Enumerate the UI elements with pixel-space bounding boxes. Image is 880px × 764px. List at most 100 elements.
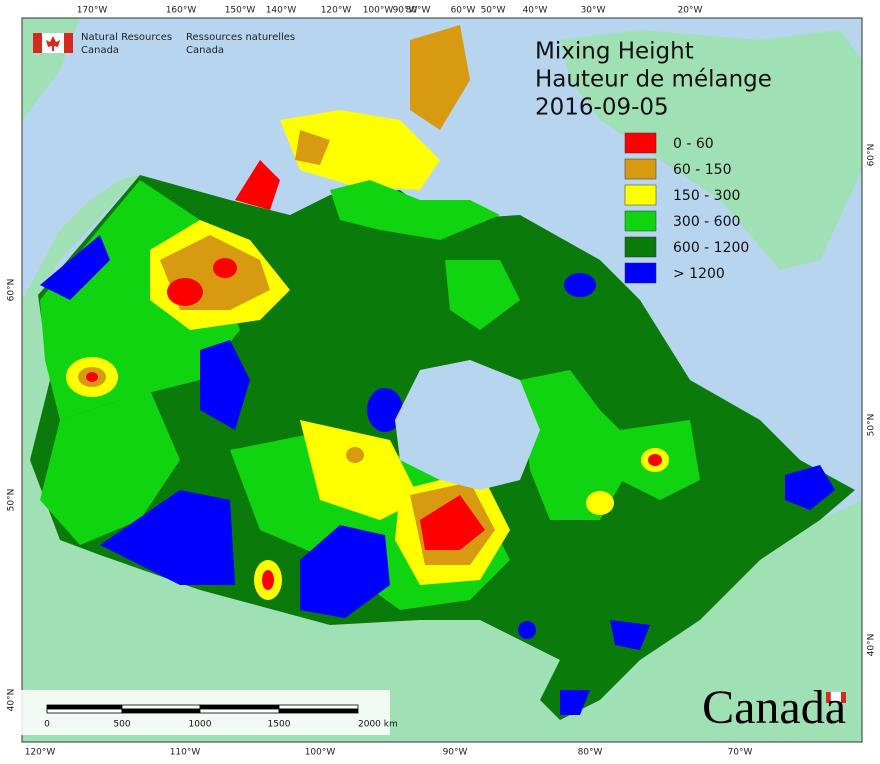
zone xyxy=(520,370,640,520)
zone xyxy=(586,491,614,515)
lon-label: 70°W xyxy=(728,748,753,758)
lat-label: 60°N xyxy=(7,279,17,302)
legend-label: 600 - 1200 xyxy=(673,240,749,256)
scale-label: 1500 xyxy=(268,720,291,730)
lon-label: 150°W xyxy=(225,6,256,16)
scale-label: 2000 km xyxy=(358,720,398,730)
lon-label: 160°W xyxy=(166,6,197,16)
zone xyxy=(610,620,650,650)
org-fr: Ressources naturelles xyxy=(186,32,295,43)
usa-land xyxy=(22,175,862,742)
lon-label: 50°W xyxy=(481,6,506,16)
legend-label: 0 - 60 xyxy=(673,136,714,152)
zone xyxy=(86,372,98,382)
org-logo: Natural Resources Canada Ressources natu… xyxy=(33,32,295,56)
island xyxy=(295,130,330,165)
greenland xyxy=(560,30,862,270)
legend-swatch xyxy=(624,236,657,258)
zone xyxy=(40,235,110,300)
lat-label: 60°N xyxy=(867,144,877,167)
zone xyxy=(213,258,237,278)
lat-label: 40°N xyxy=(7,689,17,712)
zone xyxy=(420,495,485,550)
scale-segment xyxy=(278,708,359,714)
zone xyxy=(100,490,235,585)
legend-swatch xyxy=(624,210,657,232)
lon-label: 100°W xyxy=(363,6,394,16)
map-frame xyxy=(21,17,863,743)
lat-label: 40°N xyxy=(867,634,877,657)
scale-segment xyxy=(121,704,201,710)
wordmark-text: Canada xyxy=(702,681,846,734)
flag-bar xyxy=(841,692,846,703)
zone xyxy=(564,273,596,297)
legend-label: 60 - 150 xyxy=(673,162,732,178)
org-en: Natural Resources xyxy=(81,32,172,43)
zone xyxy=(262,570,274,590)
scale-segment xyxy=(46,708,123,714)
zone xyxy=(648,454,662,466)
lon-label: 90°W xyxy=(393,6,418,16)
frame-border xyxy=(21,17,863,743)
island xyxy=(330,180,500,240)
island xyxy=(235,160,280,210)
hudson-bay xyxy=(395,360,540,490)
title-line: 2016-09-05 xyxy=(535,95,669,121)
maple-leaf xyxy=(46,36,60,51)
island xyxy=(280,110,440,190)
title-line: Mixing Height xyxy=(535,39,694,65)
graticule-labels: 170°W 160°W 150°W 140°W 120°W 100°W 90°W80°W 60… xyxy=(7,6,877,758)
zone xyxy=(167,278,203,306)
lon-label: 40°W xyxy=(523,6,548,16)
org-en: Canada xyxy=(81,45,119,56)
scale-segment xyxy=(199,704,280,710)
flag-bar xyxy=(33,33,42,53)
legend: 0 - 60 60 - 150 150 - 300 300 - 600 600 - 12… xyxy=(624,132,749,284)
lon-label: 120°W xyxy=(25,748,56,758)
title-line: Hauteur de mélange xyxy=(535,67,772,93)
lon-label: 20°W xyxy=(678,6,703,16)
lon-label: 100°W xyxy=(305,748,336,758)
zone xyxy=(785,465,835,510)
flag-bar xyxy=(64,33,73,53)
legend-swatch xyxy=(624,132,657,154)
legend-label: 300 - 600 xyxy=(673,214,740,230)
lon-label: 110°W xyxy=(170,748,201,758)
lon-label: 90°W xyxy=(443,748,468,758)
scale-segment xyxy=(121,708,201,714)
zone xyxy=(346,447,364,463)
zone xyxy=(445,260,520,330)
zone xyxy=(300,420,420,520)
lon-label: 140°W xyxy=(266,6,297,16)
lon-label: 80°W xyxy=(578,748,603,758)
lon-label: 170°W xyxy=(77,6,108,16)
zone xyxy=(518,621,536,639)
scale-label: 1000 xyxy=(189,720,212,730)
legend-swatch xyxy=(624,262,657,284)
lon-label: 80°W xyxy=(406,6,431,16)
flag-bar xyxy=(826,692,831,703)
lon-label: 60°W xyxy=(451,6,476,16)
legend-swatch xyxy=(624,158,657,180)
legend-swatch xyxy=(624,184,657,206)
scale-segment xyxy=(46,704,123,710)
zone xyxy=(560,690,590,715)
lat-label: 50°N xyxy=(867,414,877,437)
scale-segment xyxy=(278,704,359,710)
zone xyxy=(300,525,390,618)
legend-label: > 1200 xyxy=(673,266,725,282)
zone xyxy=(40,390,180,545)
scale-segment xyxy=(199,708,280,714)
title: Mixing Height Hauteur de mélange 2016-09… xyxy=(535,39,772,121)
zone xyxy=(200,340,250,430)
legend-label: 150 - 300 xyxy=(673,188,740,204)
scale-label: 0 xyxy=(44,720,50,730)
scale-bar: 0 500 1000 1500 2000 km xyxy=(20,690,398,735)
lon-label: 120°W xyxy=(321,6,352,16)
lon-label: 30°W xyxy=(581,6,606,16)
island xyxy=(410,25,470,130)
wordmark: Canada xyxy=(702,681,846,734)
scale-label: 500 xyxy=(113,720,130,730)
lat-label: 50°N xyxy=(7,489,17,512)
